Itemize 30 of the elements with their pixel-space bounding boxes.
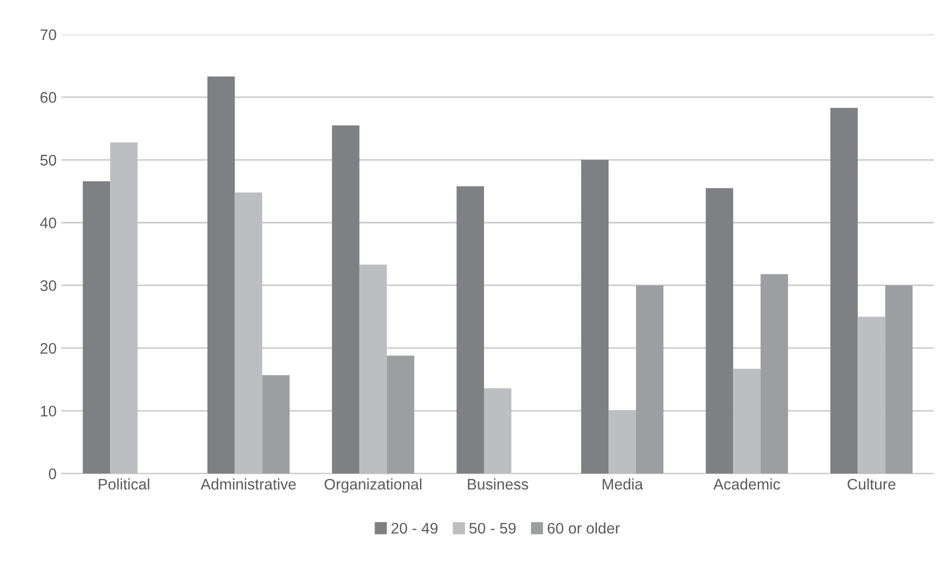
bar [885,285,913,474]
legend-label: 50 - 59 [469,522,516,534]
y-tick-label: 60 [40,92,56,103]
x-tick-label: Administrative [200,478,296,490]
bar [830,108,858,474]
x-tick-label: Media [602,478,644,490]
x-tick-label: Business [468,478,528,490]
bar [456,186,484,474]
legend-label: 20 - 49 [391,522,438,534]
x-tick-label: Political [98,478,150,490]
bar [386,356,414,474]
y-tick-label: 30 [40,280,56,292]
legend-label: 60 or older [548,522,620,534]
bar [262,375,290,474]
y-tick-label: 50 [40,154,56,166]
y-tick-label: 0 [48,468,56,480]
bar [706,188,734,474]
bar [207,76,235,474]
bar [581,160,609,474]
x-tick-label: Academic [713,478,780,490]
y-tick-label: 70 [40,29,56,40]
y-tick-label: 20 [40,342,56,354]
y-tick-label: 10 [40,406,56,417]
x-tick-label: Organizational [324,478,422,493]
bar [332,125,360,474]
x-tick-label: Culture [848,478,896,490]
bar [82,181,110,474]
bar [760,274,788,474]
y-tick-label: 40 [40,218,56,228]
bar [636,285,664,474]
